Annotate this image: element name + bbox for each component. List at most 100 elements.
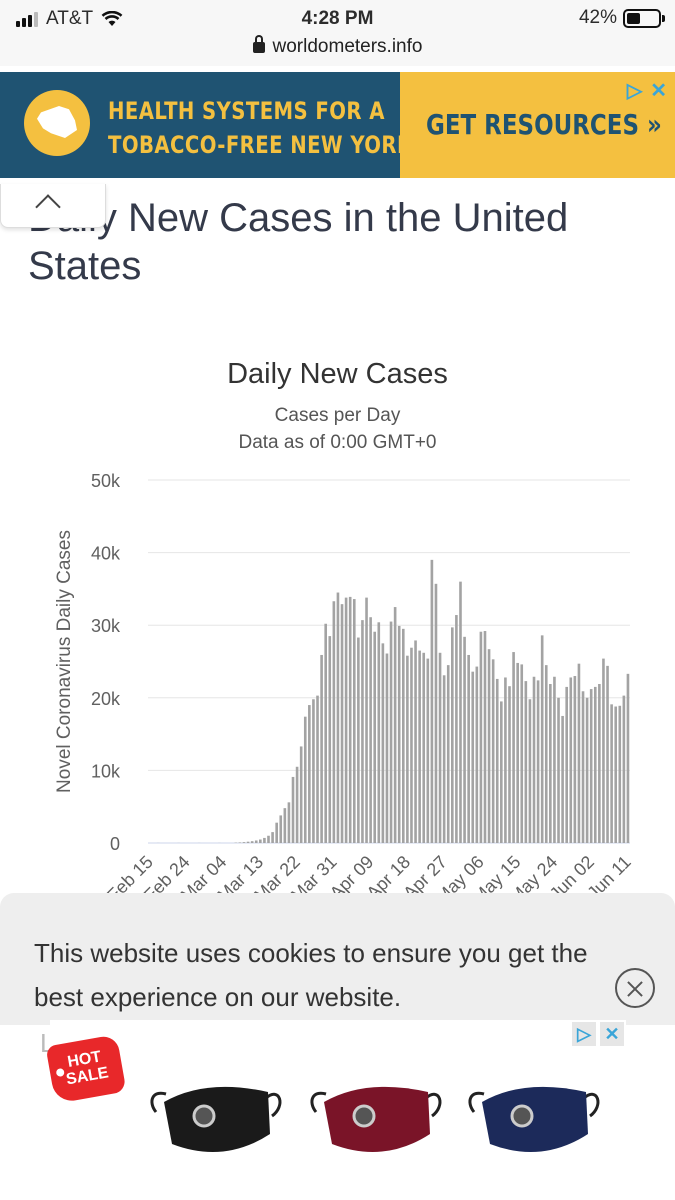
bar[interactable] bbox=[618, 705, 622, 843]
bar[interactable] bbox=[267, 835, 270, 843]
bar[interactable] bbox=[524, 681, 528, 843]
bar[interactable] bbox=[357, 637, 360, 843]
bar[interactable] bbox=[573, 676, 577, 843]
bar[interactable] bbox=[540, 635, 544, 843]
bar[interactable] bbox=[553, 676, 556, 843]
bar[interactable] bbox=[577, 663, 581, 843]
bar[interactable] bbox=[422, 652, 426, 843]
bar[interactable] bbox=[299, 746, 303, 843]
bar[interactable] bbox=[279, 815, 283, 843]
bar[interactable] bbox=[418, 650, 421, 843]
bar[interactable] bbox=[467, 654, 470, 843]
bar[interactable] bbox=[263, 837, 266, 843]
bar[interactable] bbox=[430, 559, 434, 843]
bar[interactable] bbox=[246, 841, 250, 843]
bar[interactable] bbox=[528, 699, 532, 843]
bar[interactable] bbox=[414, 640, 417, 843]
bar[interactable] bbox=[569, 677, 573, 843]
bar[interactable] bbox=[254, 840, 258, 843]
bar[interactable] bbox=[585, 697, 589, 843]
bar[interactable] bbox=[451, 627, 454, 843]
bar[interactable] bbox=[336, 592, 340, 843]
bar[interactable] bbox=[463, 636, 466, 843]
close-ad-icon[interactable]: ✕ bbox=[600, 1022, 624, 1046]
bar[interactable] bbox=[401, 628, 405, 843]
bar[interactable] bbox=[512, 652, 515, 843]
bar[interactable] bbox=[446, 665, 450, 843]
bar[interactable] bbox=[352, 599, 356, 843]
bar[interactable] bbox=[426, 658, 430, 843]
bar[interactable] bbox=[406, 655, 409, 843]
bar[interactable] bbox=[491, 659, 495, 843]
bar[interactable] bbox=[508, 686, 511, 843]
bar[interactable] bbox=[377, 622, 381, 843]
bar[interactable] bbox=[303, 716, 307, 843]
bar[interactable] bbox=[581, 691, 585, 843]
bar[interactable] bbox=[455, 615, 458, 843]
bar[interactable] bbox=[389, 621, 393, 843]
bar[interactable] bbox=[328, 636, 332, 843]
ad-cta-button[interactable]: GET RESOURCES » bbox=[426, 108, 662, 141]
bar[interactable] bbox=[369, 617, 372, 843]
bar[interactable] bbox=[500, 701, 503, 843]
bar[interactable] bbox=[373, 631, 377, 843]
bar[interactable] bbox=[291, 776, 295, 843]
bar[interactable] bbox=[312, 699, 315, 843]
bar[interactable] bbox=[475, 666, 479, 843]
bar[interactable] bbox=[332, 601, 336, 843]
bar[interactable] bbox=[434, 583, 438, 843]
bar[interactable] bbox=[589, 689, 593, 843]
adchoices-icon[interactable]: ▷ bbox=[572, 1022, 596, 1046]
bar[interactable] bbox=[344, 597, 348, 843]
bar[interactable] bbox=[242, 842, 246, 843]
bar[interactable] bbox=[259, 839, 262, 843]
bar[interactable] bbox=[442, 675, 446, 843]
bar[interactable] bbox=[622, 695, 626, 843]
bar[interactable] bbox=[598, 684, 601, 843]
bar[interactable] bbox=[295, 766, 299, 843]
bar[interactable] bbox=[561, 715, 564, 843]
address-bar[interactable]: worldometers.info bbox=[0, 35, 675, 66]
collapse-ad-button[interactable] bbox=[0, 184, 106, 228]
bar[interactable] bbox=[487, 649, 491, 843]
bar[interactable] bbox=[385, 653, 389, 843]
bar[interactable] bbox=[250, 841, 254, 843]
bar[interactable] bbox=[602, 658, 605, 843]
bar[interactable] bbox=[536, 680, 540, 843]
bar[interactable] bbox=[348, 596, 352, 843]
bar[interactable] bbox=[557, 697, 560, 843]
bar[interactable] bbox=[532, 676, 536, 843]
bar[interactable] bbox=[606, 665, 609, 843]
bar[interactable] bbox=[504, 677, 507, 843]
bar[interactable] bbox=[516, 662, 519, 843]
bar[interactable] bbox=[459, 581, 462, 843]
bar[interactable] bbox=[593, 686, 597, 843]
bar[interactable] bbox=[549, 684, 552, 843]
bar[interactable] bbox=[283, 808, 287, 843]
top-banner-ad[interactable]: HEALTH SYSTEMS FOR A TOBACCO-FREE NEW YO… bbox=[0, 72, 675, 178]
bar[interactable] bbox=[271, 832, 274, 843]
adchoices-icon[interactable]: ▷ bbox=[626, 80, 643, 102]
bar[interactable] bbox=[438, 652, 442, 843]
bar[interactable] bbox=[397, 625, 401, 843]
close-cookie-icon[interactable] bbox=[615, 968, 655, 1008]
bar[interactable] bbox=[308, 705, 311, 843]
bar[interactable] bbox=[479, 631, 483, 843]
bar[interactable] bbox=[287, 802, 291, 843]
bar[interactable] bbox=[238, 842, 242, 843]
bar[interactable] bbox=[340, 604, 344, 843]
bar[interactable] bbox=[365, 597, 368, 843]
bar[interactable] bbox=[316, 695, 319, 843]
bar[interactable] bbox=[520, 664, 524, 843]
bottom-banner-ad[interactable]: ▷ ✕ HOT SALE bbox=[45, 1020, 626, 1200]
bar[interactable] bbox=[320, 654, 323, 843]
bar[interactable] bbox=[483, 631, 487, 843]
bar[interactable] bbox=[381, 643, 385, 843]
bar[interactable] bbox=[275, 822, 278, 843]
bar[interactable] bbox=[393, 607, 397, 843]
bar[interactable] bbox=[614, 706, 618, 843]
bar[interactable] bbox=[410, 647, 413, 843]
bar[interactable] bbox=[495, 678, 499, 843]
close-ad-icon[interactable]: ✕ bbox=[650, 80, 667, 102]
bar[interactable] bbox=[626, 673, 630, 843]
